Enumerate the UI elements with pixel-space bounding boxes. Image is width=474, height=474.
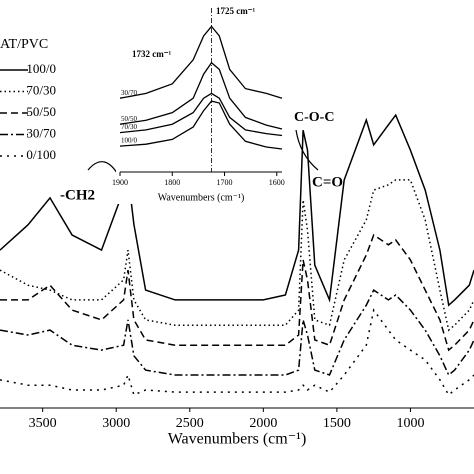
x-tick-label: 3500 bbox=[29, 416, 57, 431]
series-line bbox=[119, 25, 283, 99]
x-tick-label: 1600 bbox=[269, 178, 285, 187]
x-tick-label: 2000 bbox=[249, 416, 277, 431]
series-label: 30/70 bbox=[121, 89, 137, 97]
series-line bbox=[119, 92, 283, 137]
x-tick-label: 3000 bbox=[102, 416, 130, 431]
x-tick-label: 1900 bbox=[112, 178, 128, 187]
arrow bbox=[295, 129, 319, 171]
annotation: 1725 cm⁻¹ bbox=[216, 6, 255, 16]
legend-label: 100/0 bbox=[26, 61, 56, 76]
series-line bbox=[0, 179, 474, 332]
series-line bbox=[0, 308, 474, 397]
annotation: 1732 cm⁻¹ bbox=[132, 49, 171, 59]
x-tick-label: 1800 bbox=[164, 178, 180, 187]
inset-background bbox=[116, 4, 286, 204]
legend-label: 0/100 bbox=[26, 147, 56, 162]
annotation: C-O-C bbox=[294, 110, 334, 125]
series-line bbox=[0, 289, 474, 377]
annotation: -CH2 bbox=[60, 187, 95, 203]
series-line bbox=[119, 100, 283, 150]
x-tick-label: 1000 bbox=[396, 416, 424, 431]
legend-label: 30/70 bbox=[26, 125, 56, 140]
legend-title: AT/PVC bbox=[0, 37, 48, 52]
legend-label: 50/50 bbox=[26, 104, 56, 119]
series-label: 50/50 bbox=[121, 115, 137, 123]
x-axis-label: Wavenumbers (cm⁻¹) bbox=[168, 431, 307, 448]
x-axis-label: Wavenumbers (cm⁻¹) bbox=[158, 192, 245, 203]
series-label: 70/30 bbox=[121, 123, 137, 131]
x-tick-label: 1700 bbox=[217, 178, 233, 187]
legend-label: 70/30 bbox=[26, 82, 56, 97]
x-tick-label: 1500 bbox=[323, 416, 351, 431]
series-label: 100/0 bbox=[121, 137, 137, 145]
series-line bbox=[119, 61, 283, 130]
arrow bbox=[87, 161, 121, 179]
x-tick-label: 2500 bbox=[176, 416, 204, 431]
series-line bbox=[0, 233, 474, 352]
annotation: C=O bbox=[312, 174, 343, 190]
